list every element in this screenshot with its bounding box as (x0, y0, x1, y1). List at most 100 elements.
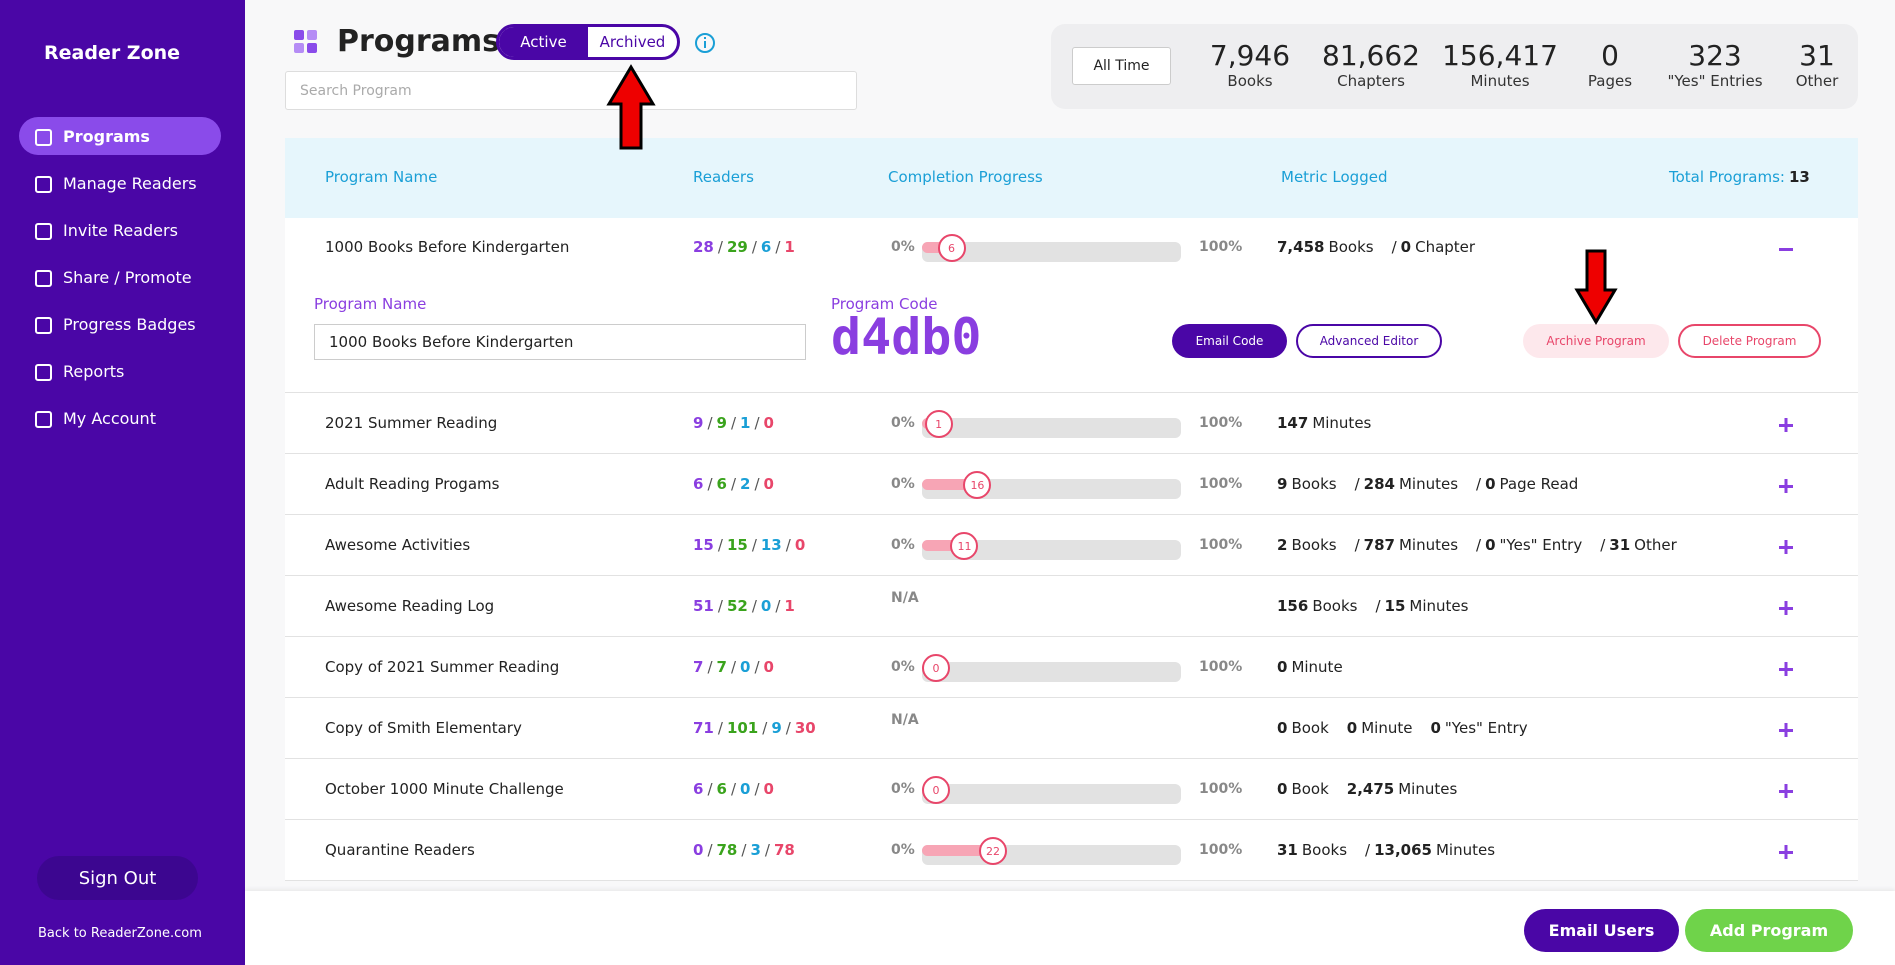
sign-out[interactable]: Sign Out (37, 856, 198, 900)
stat: 0 Pages (1545, 40, 1675, 91)
metrics: 0 Book 0 Minute 0 "Yes" Entry (1277, 718, 1546, 738)
action-button[interactable]: Delete Program (1678, 324, 1821, 358)
metric-separator: / (1375, 597, 1381, 615)
page-title: Programs (337, 24, 501, 59)
tab[interactable]: Active (499, 27, 588, 57)
nav-item[interactable]: My Account (19, 399, 221, 437)
metric-value: 0 (1277, 719, 1288, 737)
reader-count: 0 (763, 475, 774, 493)
nav-item[interactable]: Invite Readers (19, 211, 221, 249)
expand-toggle[interactable] (1778, 783, 1794, 799)
code-label: Program Code (831, 295, 938, 313)
nav-item[interactable]: Reports (19, 352, 221, 390)
time-filter[interactable]: All Time (1072, 47, 1171, 85)
expand-toggle[interactable] (1778, 844, 1794, 860)
metric-unit: Other (1634, 536, 1677, 554)
metric: 147 Minutes (1277, 414, 1371, 432)
metric-unit: Books (1291, 536, 1337, 554)
metrics: 156 Books/15 Minutes (1277, 596, 1486, 616)
progress-fill (922, 479, 978, 490)
metric: /787 Minutes (1355, 536, 1458, 554)
separator: / (707, 780, 713, 798)
column-header: Readers (693, 168, 754, 186)
metric: 0 Book (1277, 780, 1329, 798)
collapse-toggle[interactable] (1778, 241, 1794, 257)
metric-value: 147 (1277, 414, 1309, 432)
nav-item[interactable]: Progress Badges (19, 305, 221, 343)
reader-count: 6 (716, 475, 727, 493)
metrics: 9 Books/284 Minutes/0 Page Read (1277, 474, 1596, 494)
metric-value: 7,458 (1277, 238, 1325, 256)
metric-unit: Books (1301, 841, 1348, 859)
search-input[interactable]: Search Program (285, 71, 857, 110)
metric: /13,065 Minutes (1365, 841, 1495, 859)
reader-count: 3 (750, 841, 761, 859)
reader-count: 1 (740, 414, 751, 432)
reader-count: 101 (726, 719, 759, 737)
readers: 0/78/3/78 (693, 840, 795, 860)
column-header[interactable]: Program Name (325, 168, 438, 186)
separator: / (741, 841, 747, 859)
separator: / (754, 780, 760, 798)
expand-toggle[interactable] (1778, 417, 1794, 433)
nav-item[interactable]: Programs (19, 117, 221, 155)
footer-button[interactable]: Email Users (1524, 909, 1679, 952)
nav-item[interactable]: Manage Readers (19, 164, 221, 202)
programs-icon (294, 30, 317, 53)
metric: 0 Minute (1347, 719, 1413, 737)
expand-toggle[interactable] (1778, 661, 1794, 677)
metric-separator: / (1600, 536, 1606, 554)
stat-value: 323 (1688, 39, 1742, 72)
action-button[interactable]: Archive Program (1523, 324, 1669, 358)
stat-value: 31 (1799, 39, 1835, 72)
progress-max: 100% (1199, 415, 1243, 431)
action-button[interactable]: Advanced Editor (1296, 324, 1442, 358)
metric: /31 Other (1600, 536, 1677, 554)
tab[interactable]: Archived (599, 33, 666, 51)
program-name: Copy of 2021 Summer Reading (325, 658, 560, 676)
separator: / (785, 536, 791, 554)
metric-value: 0 (1346, 719, 1358, 737)
name-label: Program Name (314, 295, 427, 313)
readers: 28/29/6/1 (693, 237, 795, 257)
back-link[interactable]: Back to ReaderZone.com (38, 926, 202, 941)
metric-value: 0 (1485, 536, 1496, 554)
expand-toggle[interactable] (1778, 478, 1794, 494)
reader-count: 7 (716, 658, 727, 676)
metric-unit: "Yes" Entry (1444, 719, 1528, 737)
expand-toggle[interactable] (1778, 722, 1794, 738)
reader-count: 6 (693, 475, 704, 493)
stat-label: Books (1227, 72, 1273, 90)
reader-count: 52 (726, 597, 748, 615)
metric: /0 "Yes" Entry (1476, 536, 1582, 554)
info-icon[interactable] (694, 32, 716, 54)
stat: 7,946 Books (1185, 39, 1315, 91)
action-button[interactable]: Email Code (1172, 324, 1287, 358)
expand-toggle[interactable] (1778, 539, 1794, 555)
name-input[interactable]: 1000 Books Before Kindergarten (314, 324, 806, 360)
separator: / (754, 658, 760, 676)
metric-unit: Page Read (1499, 475, 1579, 493)
progress-bar: 6 (922, 234, 1181, 262)
progress-max: 100% (1199, 476, 1243, 492)
progress-bar: 0 (922, 654, 1181, 682)
program-name: 1000 Books Before Kindergarten (325, 238, 570, 256)
expand-toggle[interactable] (1778, 600, 1794, 616)
metric-value: 31 (1277, 841, 1298, 859)
metric-unit: Minute (1361, 719, 1413, 737)
reader-count: 9 (771, 719, 782, 737)
progress-min: 0% (891, 842, 915, 858)
separator: / (754, 475, 760, 493)
footer-button[interactable]: Add Program (1685, 909, 1853, 952)
stat-value: 7,946 (1209, 39, 1291, 72)
annotation-arrow-down (1574, 249, 1618, 325)
progress-max: 100% (1199, 781, 1243, 797)
metric-value: 13,065 (1374, 841, 1432, 859)
stat: 156,417 Minutes (1435, 40, 1565, 91)
progress-bar: 0 (922, 776, 1181, 804)
annotation-arrow-up (606, 64, 656, 150)
nav-item[interactable]: Share / Promote (19, 258, 221, 296)
metric-separator: / (1476, 475, 1482, 493)
separator: / (751, 238, 757, 256)
